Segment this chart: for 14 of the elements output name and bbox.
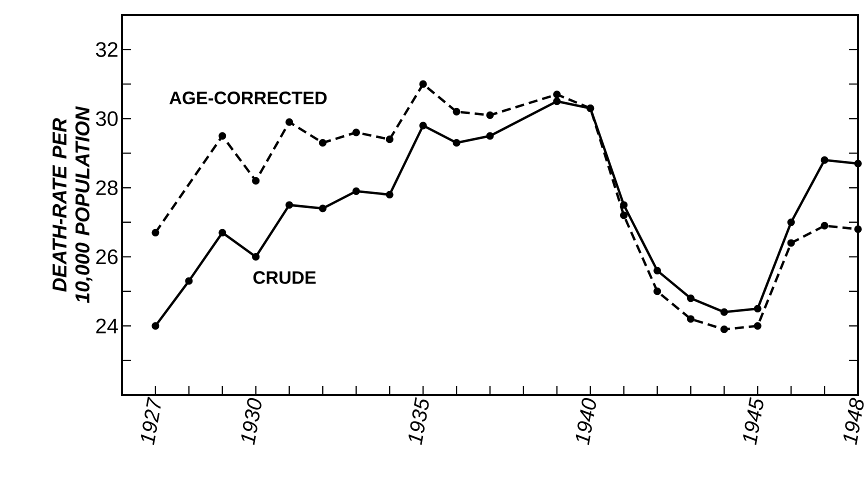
- y-tick-label: 24: [96, 318, 118, 334]
- x-tick-label: 1940: [576, 398, 596, 446]
- series-label: AGE-CORRECTED: [169, 92, 327, 104]
- y-tick-label: 32: [96, 42, 118, 57]
- y-tick-label: 28: [96, 180, 118, 196]
- x-tick-label: 1948: [843, 398, 864, 446]
- x-tick-label: 1927: [140, 396, 161, 446]
- y-axis-title: DEATH-RATE PER 10,000 POPULATION: [52, 106, 92, 304]
- y-tick-label: 30: [96, 111, 118, 126]
- y-tick-label: 26: [96, 249, 118, 264]
- x-tick-label: 1945: [743, 397, 764, 446]
- series-label: CRUDE: [253, 271, 316, 284]
- x-tick-label: 1935: [408, 397, 429, 446]
- x-tick-label: 1930: [241, 398, 262, 446]
